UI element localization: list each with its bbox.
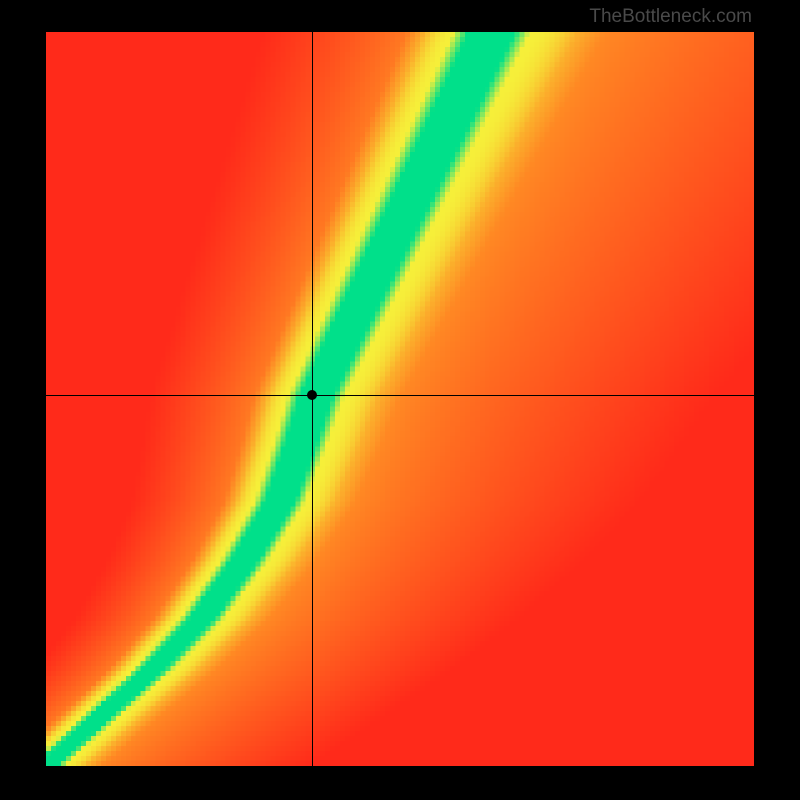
data-point-marker (307, 390, 317, 400)
heatmap-canvas (46, 32, 754, 766)
watermark-text: TheBottleneck.com (589, 6, 752, 28)
heatmap-plot (46, 32, 754, 766)
crosshair-horizontal (46, 395, 754, 396)
